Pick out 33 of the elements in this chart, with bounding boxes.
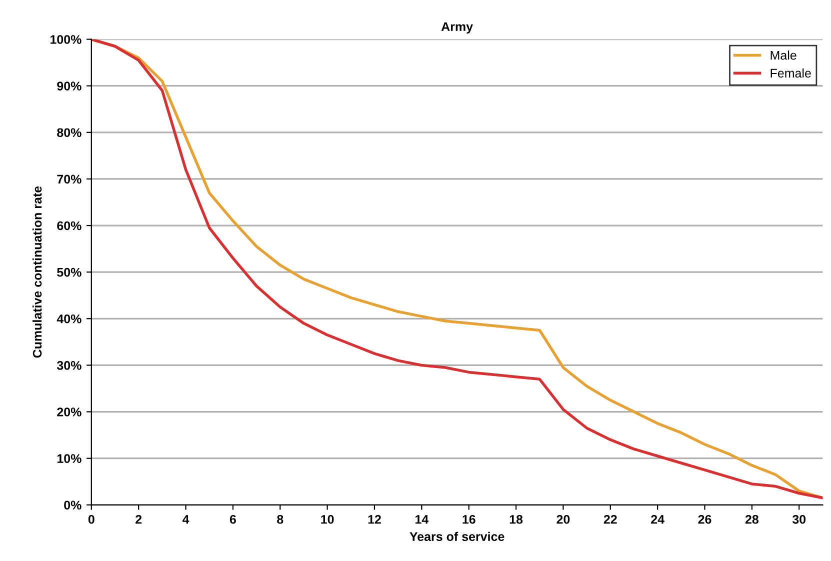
x-tick-label: 18 bbox=[510, 514, 523, 524]
y-tick-label: 20% bbox=[57, 408, 82, 416]
line-series bbox=[91, 39, 823, 500]
chart-title: Army bbox=[441, 22, 473, 34]
y-tick-label: 50% bbox=[57, 268, 82, 277]
y-tick-label: 40% bbox=[56, 314, 82, 324]
x-tick-label: 14 bbox=[416, 515, 429, 524]
legend-label: Male bbox=[770, 50, 796, 60]
legend-label: Female bbox=[770, 68, 811, 78]
x-tick-label: 26 bbox=[698, 514, 712, 524]
x-tick-label: 0 bbox=[88, 514, 94, 524]
x-tick-label: 8 bbox=[277, 514, 284, 524]
x-tick-label: 10 bbox=[321, 514, 334, 524]
x-tick-label: 6 bbox=[230, 514, 236, 524]
x-tick-label: 28 bbox=[745, 514, 758, 524]
x-tick-label: 24 bbox=[651, 514, 664, 524]
y-axis-title: Cumulative continuation rate bbox=[32, 186, 42, 358]
x-axis-title: Years of service bbox=[410, 532, 504, 542]
y-tick-label: 90% bbox=[57, 82, 82, 90]
y-tick-label: 80% bbox=[57, 128, 82, 138]
x-tick-label: 30 bbox=[792, 514, 806, 524]
x-tick-label: 20 bbox=[556, 514, 570, 524]
y-tick-label: 70% bbox=[57, 174, 82, 184]
x-tick-label: 16 bbox=[462, 514, 476, 524]
x-tick-label: 2 bbox=[136, 514, 142, 524]
x-tick-label: 12 bbox=[368, 514, 381, 524]
y-tick-label: 0% bbox=[64, 500, 82, 510]
y-tick-label: 10% bbox=[57, 454, 82, 463]
x-tick-label: 4 bbox=[182, 515, 190, 524]
y-tick-label: 60% bbox=[57, 221, 82, 230]
y-tick-label: 100% bbox=[50, 35, 82, 44]
y-tick-label: 30% bbox=[56, 361, 82, 370]
x-tick-label: 22 bbox=[604, 514, 617, 524]
